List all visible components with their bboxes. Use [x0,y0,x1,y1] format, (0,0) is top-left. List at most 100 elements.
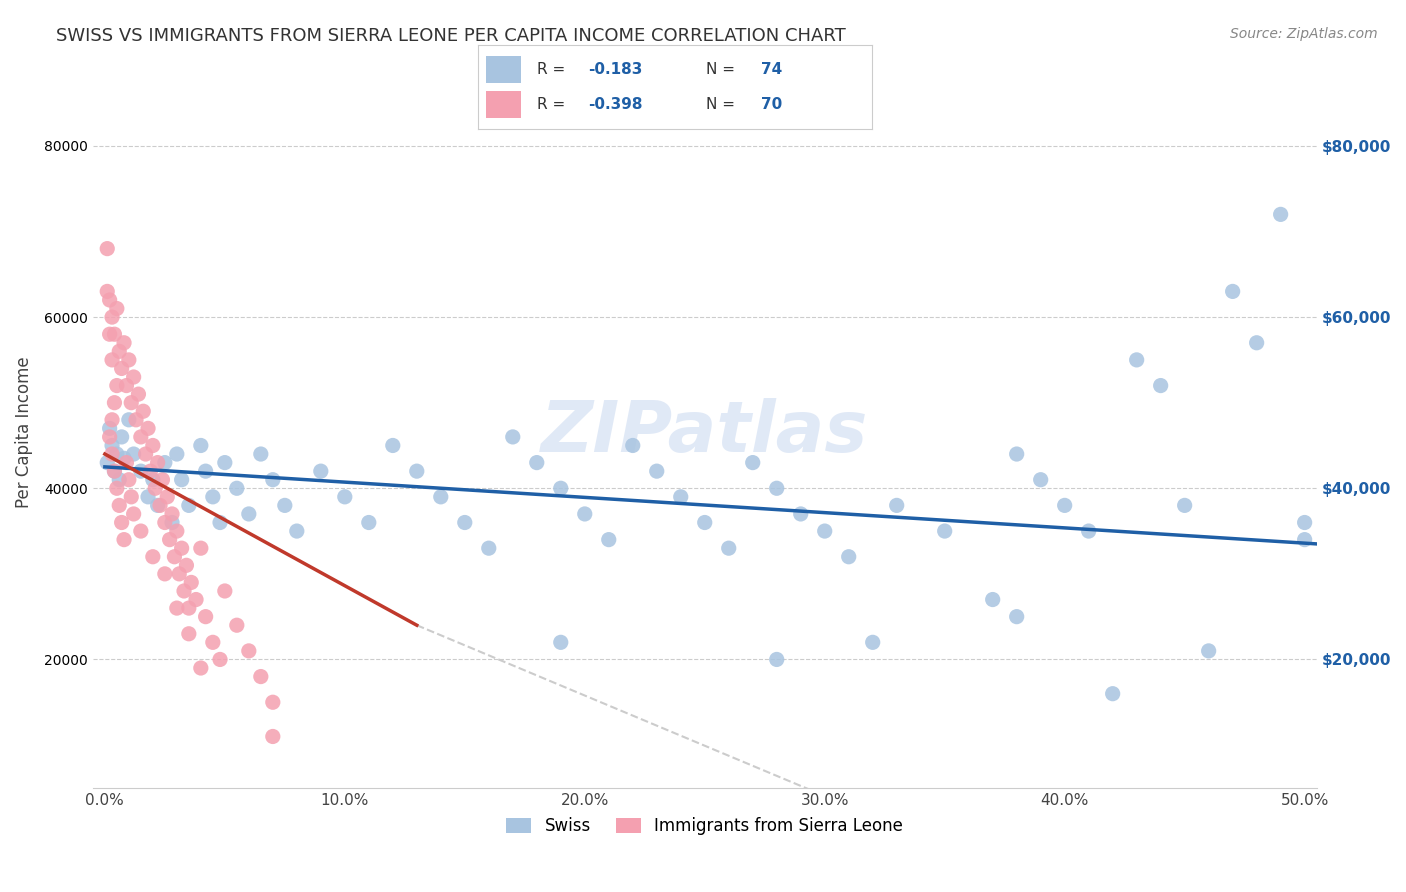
FancyBboxPatch shape [486,91,522,119]
Point [1125,352,1147,367]
Point [309,464,332,478]
Point [502,430,524,444]
Point [225,481,247,495]
Point [122,447,145,461]
Point [250,447,273,461]
Point [814,524,837,538]
Point [108,499,131,513]
Point [98,293,121,307]
Point [765,652,787,666]
Point [152,473,174,487]
Point [101,352,124,367]
Point [717,541,740,556]
Point [160,507,183,521]
Point [381,438,404,452]
Point [194,609,217,624]
Point [1005,609,1028,624]
Text: 74: 74 [762,62,783,77]
Point [790,507,813,521]
Point [160,516,183,530]
Point [981,592,1004,607]
Point [1053,499,1076,513]
Point [98,430,121,444]
Point [184,592,207,607]
Point [621,438,644,452]
Point [153,516,176,530]
Point [1101,687,1123,701]
Point [238,644,260,658]
Point [142,473,165,487]
Point [550,481,572,495]
Text: -0.398: -0.398 [588,97,643,112]
Point [201,490,224,504]
Point [112,451,135,466]
Point [142,438,165,452]
Point [112,533,135,547]
Point [115,378,138,392]
FancyBboxPatch shape [486,55,522,83]
Point [645,464,668,478]
Text: 70: 70 [762,97,783,112]
Point [1150,378,1173,392]
Point [430,490,453,504]
Point [101,413,124,427]
Point [1198,644,1220,658]
Point [135,447,157,461]
Point [598,533,620,547]
Point [142,549,165,564]
Point [478,541,501,556]
Point [1005,447,1028,461]
Point [129,430,152,444]
Point [101,310,124,324]
Point [1294,516,1316,530]
Point [163,549,186,564]
Point [98,327,121,342]
Point [166,447,188,461]
Point [1077,524,1099,538]
Point [274,499,297,513]
Point [238,507,260,521]
Point [96,242,118,256]
Point [120,395,142,409]
Point [103,327,125,342]
Point [96,285,118,299]
Point [108,473,131,487]
Legend: Swiss, Immigrants from Sierra Leone: Swiss, Immigrants from Sierra Leone [498,809,911,844]
Point [132,404,155,418]
Point [115,456,138,470]
Point [693,516,716,530]
Point [934,524,956,538]
Point [526,456,548,470]
Point [262,730,284,744]
Point [262,695,284,709]
Point [1270,207,1292,221]
Point [125,413,148,427]
Point [1222,285,1244,299]
Point [108,344,131,359]
Point [170,473,193,487]
Point [103,464,125,478]
Point [1174,499,1197,513]
Point [214,584,236,599]
Point [173,584,195,599]
Point [105,447,128,461]
Point [118,473,141,487]
Point [111,516,134,530]
Point [101,447,124,461]
Point [194,464,217,478]
Point [285,524,308,538]
Point [214,456,236,470]
Text: SWISS VS IMMIGRANTS FROM SIERRA LEONE PER CAPITA INCOME CORRELATION CHART: SWISS VS IMMIGRANTS FROM SIERRA LEONE PE… [56,27,846,45]
Point [111,430,134,444]
Point [153,566,176,581]
Point [118,413,141,427]
Text: ZIPatlas: ZIPatlas [541,398,869,467]
Point [156,490,179,504]
Point [111,361,134,376]
Point [333,490,356,504]
Point [357,516,380,530]
Point [146,456,169,470]
Point [208,652,231,666]
Point [101,438,124,452]
Point [122,370,145,384]
